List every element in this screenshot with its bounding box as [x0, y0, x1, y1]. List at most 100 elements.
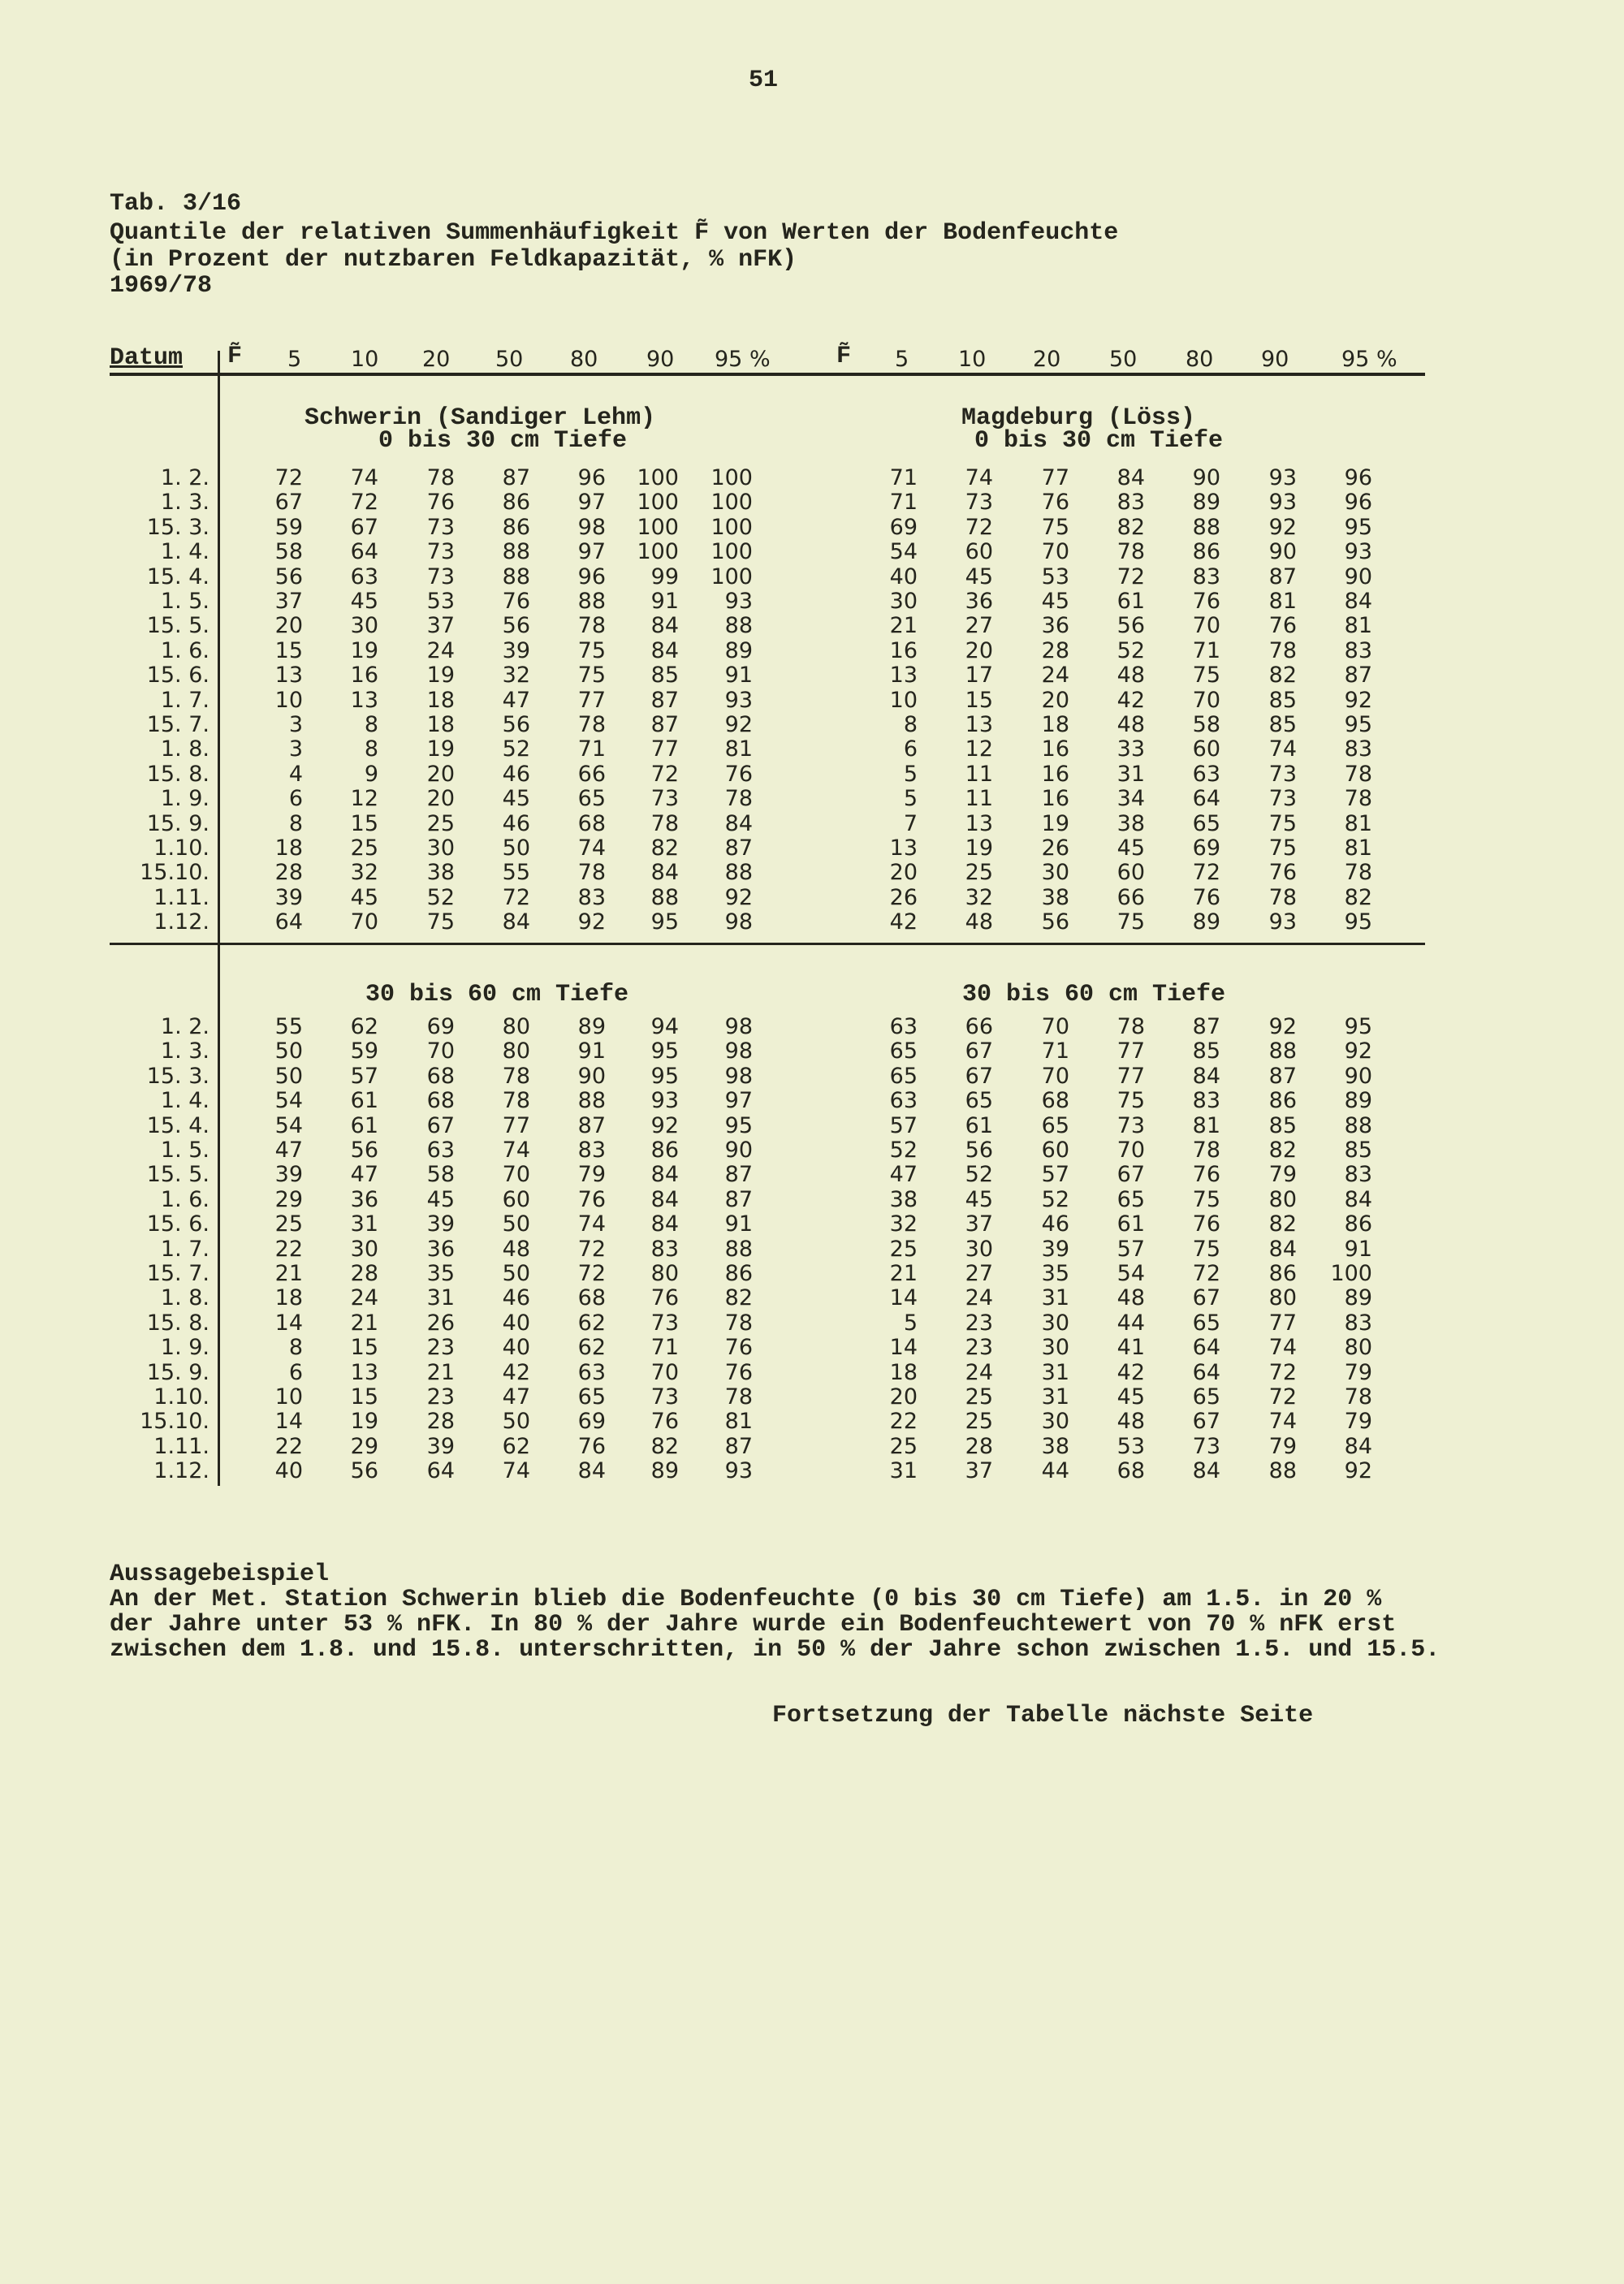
- table-cell: 63: [1192, 761, 1220, 787]
- table-cell: 81: [1192, 1112, 1220, 1138]
- header-quantile-left: 50: [495, 347, 524, 372]
- table-cell: 47: [889, 1162, 918, 1188]
- table-cell: 76: [1192, 1211, 1220, 1237]
- date-label: 15. 4.: [146, 563, 209, 589]
- table-cell: 76: [577, 1433, 606, 1459]
- table-cell: 92: [1344, 1458, 1372, 1484]
- date-label: 1. 2.: [160, 465, 209, 490]
- table-cell: 16: [1041, 761, 1069, 787]
- table-cell: 88: [724, 613, 753, 639]
- table-cell: 70: [1041, 1063, 1069, 1089]
- table-cell: 73: [1116, 1112, 1145, 1138]
- table-cell: 89: [577, 1014, 606, 1039]
- station-left-name: Schwerin (Sandiger Lehm): [304, 404, 656, 432]
- table-cell: 76: [1268, 860, 1297, 886]
- table-cell: 87: [724, 1433, 753, 1459]
- table-cell: 20: [426, 761, 455, 787]
- table-cell: 11: [965, 761, 993, 787]
- table-cell: 79: [1268, 1162, 1297, 1188]
- table-cell: 52: [426, 884, 455, 910]
- table-cell: 90: [1344, 1063, 1372, 1089]
- table-cell: 83: [650, 1236, 679, 1262]
- table-cell: 61: [965, 1112, 993, 1138]
- table-cell: 76: [724, 1335, 753, 1361]
- table-cell: 76: [1192, 884, 1220, 910]
- table-cell: 70: [650, 1359, 679, 1385]
- table-cell: 60: [1192, 736, 1220, 762]
- table-cell: 67: [274, 490, 303, 516]
- table-cell: 61: [350, 1088, 378, 1114]
- table-cell: 32: [889, 1211, 918, 1237]
- table-cell: 37: [965, 1458, 993, 1484]
- header-quantile-right: 5: [895, 347, 909, 372]
- date-label: 15. 6.: [146, 663, 209, 689]
- table-cell: 93: [1268, 909, 1297, 935]
- table-cell: 97: [577, 539, 606, 565]
- table-cell: 81: [1344, 613, 1372, 639]
- table-cell: 72: [1268, 1384, 1297, 1410]
- table-cell: 46: [502, 1285, 530, 1311]
- table-cell: 30: [350, 1236, 378, 1262]
- table-cell: 81: [1268, 589, 1297, 614]
- table-cell: 92: [724, 884, 753, 910]
- table-cell: 37: [274, 589, 303, 614]
- table-cell: 75: [1116, 909, 1145, 935]
- table-cell: 73: [965, 490, 993, 516]
- table-cell: 96: [1344, 490, 1372, 516]
- table-cell: 58: [274, 539, 303, 565]
- table-cell: 59: [350, 1038, 378, 1064]
- table-cell: 24: [426, 637, 455, 663]
- table-cell: 29: [350, 1433, 378, 1459]
- table-cell: 68: [1116, 1458, 1145, 1484]
- table-cell: 52: [889, 1138, 918, 1163]
- table-cell: 30: [1041, 1409, 1069, 1435]
- station-right-name: Magdeburg (Löss): [961, 404, 1196, 432]
- table-cell: 68: [577, 1285, 606, 1311]
- table-cell: 42: [1116, 1359, 1145, 1385]
- depth-top-right: 0 bis 30 cm Tiefe: [974, 427, 1224, 455]
- table-cell: 100: [637, 465, 679, 490]
- table-cell: 92: [1268, 514, 1297, 540]
- date-label: 1. 5.: [160, 1138, 209, 1163]
- table-cell: 90: [577, 1063, 606, 1089]
- table-cell: 31: [889, 1458, 918, 1484]
- table-cell: 14: [889, 1335, 918, 1361]
- date-label: 1. 4.: [160, 1088, 209, 1114]
- table-cell: 84: [724, 810, 753, 836]
- table-cell: 82: [1268, 1138, 1297, 1163]
- example-line-1: An der Met. Station Schwerin blieb die B…: [110, 1586, 1382, 1613]
- table-cell: 25: [350, 835, 378, 861]
- table-cell: 84: [650, 637, 679, 663]
- table-cell: 10: [274, 1384, 303, 1410]
- table-cell: 88: [1192, 514, 1220, 540]
- date-label: 1. 3.: [160, 490, 209, 516]
- table-cell: 31: [1041, 1359, 1069, 1385]
- table-cell: 74: [350, 465, 378, 490]
- table-id: Tab. 3/16: [110, 190, 242, 218]
- table-cell: 63: [350, 563, 378, 589]
- table-cell: 50: [502, 1409, 530, 1435]
- table-cell: 85: [1268, 1112, 1297, 1138]
- table-cell: 76: [1268, 613, 1297, 639]
- header-quantile-right: 50: [1109, 347, 1138, 372]
- table-cell: 6: [288, 1359, 303, 1385]
- table-cell: 26: [1041, 835, 1069, 861]
- table-cell: 74: [1268, 1409, 1297, 1435]
- table-cell: 54: [274, 1112, 303, 1138]
- table-cell: 32: [350, 860, 378, 886]
- depth-bottom-right: 30 bis 60 cm Tiefe: [962, 981, 1226, 1008]
- table-cell: 75: [1041, 514, 1069, 540]
- table-cell: 95: [1344, 514, 1372, 540]
- table-cell: 44: [1116, 1310, 1145, 1336]
- table-cell: 91: [724, 663, 753, 689]
- table-cell: 50: [502, 1261, 530, 1286]
- table-cell: 25: [965, 860, 993, 886]
- date-label: 15.10.: [140, 1409, 209, 1435]
- table-cell: 72: [1268, 1359, 1297, 1385]
- table-cell: 76: [577, 1186, 606, 1212]
- table-cell: 5: [903, 1310, 918, 1336]
- table-cell: 15: [350, 810, 378, 836]
- table-cell: 65: [577, 1384, 606, 1410]
- table-cell: 6: [903, 736, 918, 762]
- table-cell: 56: [965, 1138, 993, 1163]
